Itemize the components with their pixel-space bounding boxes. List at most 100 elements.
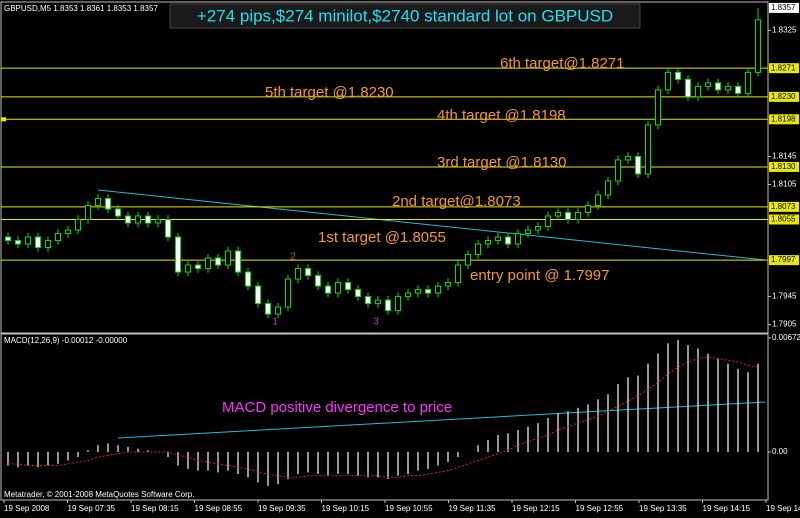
level-label-box — [769, 161, 799, 172]
macd-y-tick-label: 0.00 — [772, 447, 788, 456]
candle-body — [425, 289, 431, 294]
swing-marker: 3 — [373, 317, 379, 328]
candle-body — [575, 211, 581, 220]
chart-header: GBPUSD,M5 1.8353 1.8361 1.8353 1.8357 — [4, 4, 158, 13]
x-tick-label: 19 Sep 09:35 — [258, 504, 306, 513]
level-label-box — [769, 201, 799, 212]
candle-body — [335, 282, 341, 294]
annotation: 5th target @1.8230 — [265, 84, 394, 101]
y-tick-label: 1.7945 — [772, 292, 797, 301]
candle-body — [85, 204, 91, 220]
level-label: 1.8055 — [771, 215, 796, 224]
candle-body — [245, 271, 251, 287]
candle-body — [295, 268, 301, 280]
candle-body — [655, 89, 661, 126]
candle-body — [155, 218, 161, 224]
candle-body — [325, 285, 331, 294]
candle-body — [385, 299, 391, 312]
level-label-box — [769, 114, 799, 125]
candle-body — [105, 197, 111, 210]
candle-body — [305, 268, 311, 277]
candle-body — [275, 306, 281, 315]
level-label-box — [769, 214, 799, 225]
annotation: 1st target @1.8055 — [318, 229, 446, 246]
current-price-box — [769, 2, 799, 13]
annotation: 6th target@1.8271 — [500, 55, 624, 72]
level-label: 1.8271 — [771, 63, 796, 72]
candle-body — [625, 155, 631, 161]
candle-body — [145, 215, 151, 224]
candle-body — [725, 85, 731, 91]
candle-body — [175, 236, 181, 273]
candle-body — [605, 180, 611, 196]
candle-body — [735, 85, 741, 94]
candle-body — [555, 211, 561, 217]
candle-body — [665, 71, 671, 91]
level-label: 1.8130 — [771, 162, 796, 171]
candle-body — [5, 236, 11, 242]
candle-body — [65, 229, 71, 235]
candle-body — [635, 155, 641, 175]
candle-body — [55, 233, 61, 242]
x-tick-label: 19 Sep 11:35 — [449, 504, 497, 513]
macd-annotation: MACD positive divergence to price — [222, 399, 452, 416]
candle-body — [525, 229, 531, 235]
candle-body — [455, 264, 461, 284]
x-tick-label: 19 Sep 14:15 — [703, 504, 751, 513]
price-panel — [0, 1, 769, 334]
candle-body — [535, 226, 541, 231]
annotation: entry point @ 1.7997 — [470, 267, 609, 284]
candle-body — [705, 82, 711, 87]
candle-body — [35, 236, 41, 249]
candle-body — [125, 215, 131, 224]
candle-body — [435, 285, 441, 294]
candle-body — [355, 289, 361, 298]
y-tick-label: 1.8325 — [772, 25, 797, 34]
candle-body — [685, 78, 691, 98]
candle-body — [595, 194, 601, 206]
annotation: 4th target @1.8198 — [437, 107, 566, 124]
candle-body — [715, 82, 721, 91]
current-price-label: 1.8357 — [771, 3, 796, 12]
candle-body — [395, 296, 401, 312]
swing-marker: 1 — [272, 317, 278, 328]
candle-body — [615, 159, 621, 182]
macd-signal — [8, 356, 759, 478]
candle-body — [75, 218, 81, 231]
macd-trendline — [117, 401, 766, 439]
candle-body — [495, 236, 501, 242]
candle-body — [695, 85, 701, 98]
level-marker — [1, 117, 6, 122]
candle-body — [165, 218, 171, 238]
candle-body — [545, 215, 551, 228]
candle-body — [745, 71, 751, 94]
price-trendline — [97, 189, 766, 261]
candle-body — [405, 292, 411, 298]
annotation: 2nd target@1.8073 — [392, 193, 521, 210]
candle-body — [365, 296, 371, 305]
candle-body — [345, 282, 351, 291]
candle-body — [515, 233, 521, 245]
y-tick-label: 1.7905 — [772, 320, 797, 329]
title-box — [169, 3, 641, 29]
candle-body — [265, 303, 271, 315]
candle-body — [205, 257, 211, 270]
level-label: 1.7997 — [771, 255, 796, 264]
level-label: 1.8198 — [771, 114, 796, 123]
candle-body — [25, 236, 31, 245]
macd-label: MACD(12,26,9) -0.00012 -0.00000 — [4, 336, 128, 345]
x-tick-label: 19 Sep 2008 — [4, 504, 50, 513]
candle-body — [135, 215, 141, 224]
candle-body — [475, 243, 481, 256]
x-tick-label: 19 Sep 08:15 — [131, 504, 179, 513]
candle-body — [445, 282, 451, 287]
candle-body — [585, 204, 591, 213]
x-tick-label: 19 Sep 10:55 — [385, 504, 433, 513]
x-tick-label: 19 Sep 12:15 — [512, 504, 560, 513]
macd-y-tick-label: 0.00672 — [772, 333, 800, 342]
candle-body — [315, 275, 321, 287]
y-tick-label: 1.8105 — [772, 180, 797, 189]
candle-body — [375, 299, 381, 305]
